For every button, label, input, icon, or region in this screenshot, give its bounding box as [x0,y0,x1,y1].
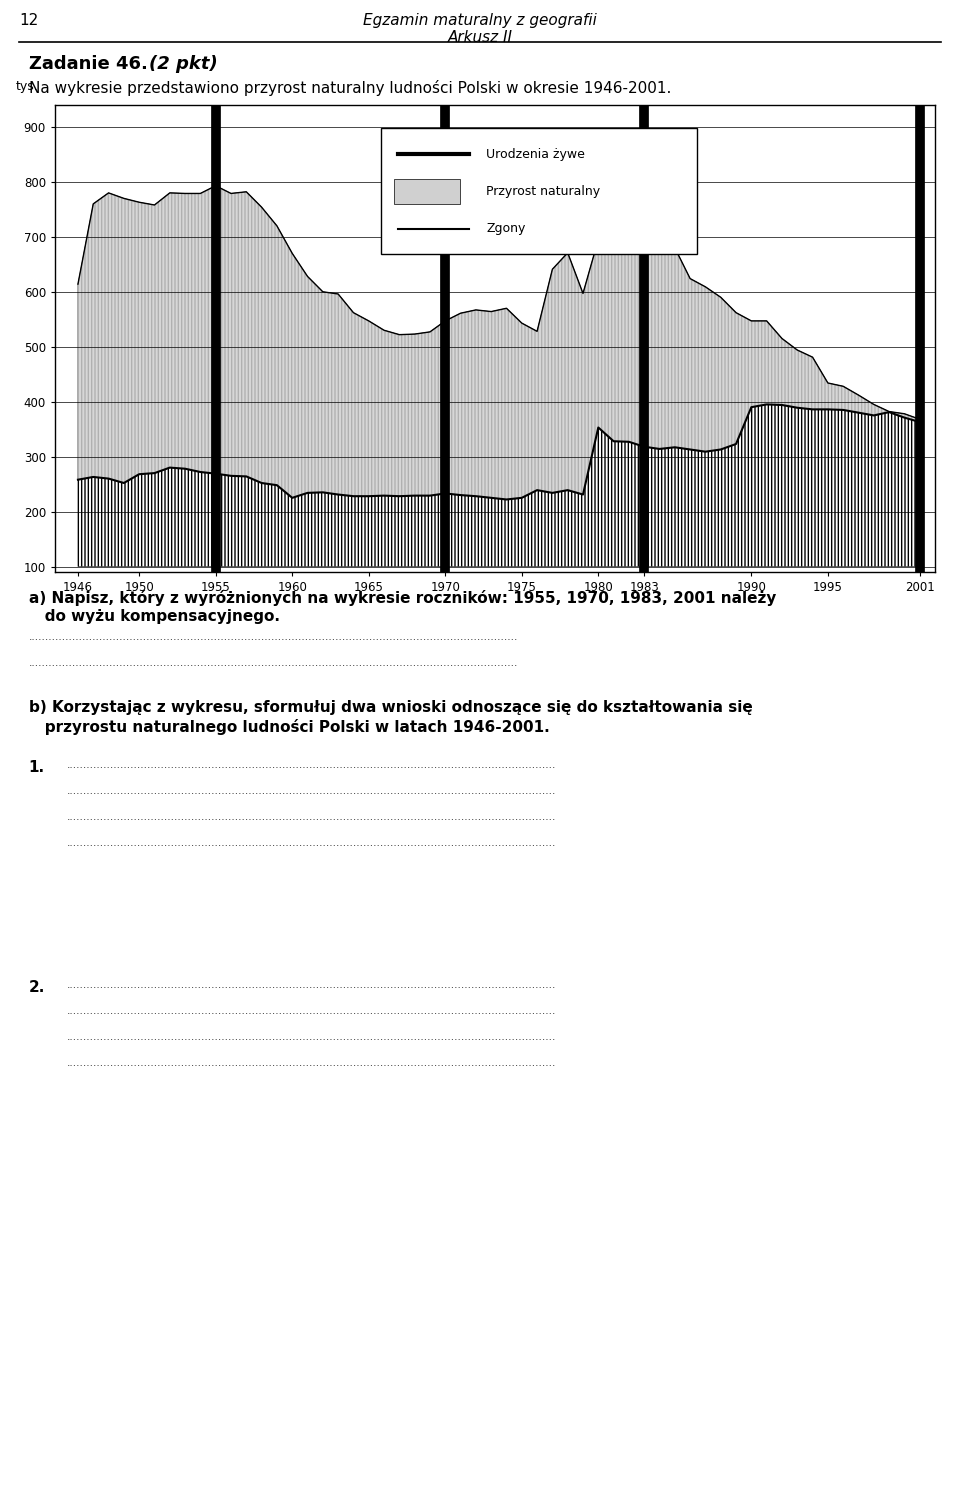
Text: ................................................................................: ........................................… [67,1031,557,1042]
Text: ................................................................................: ........................................… [67,812,557,821]
Text: 1.: 1. [29,760,45,775]
Bar [394,178,460,204]
Text: ................................................................................: ........................................… [29,658,518,667]
Text: ................................................................................: ........................................… [67,1006,557,1016]
Text: (2 pkt): (2 pkt) [149,54,218,72]
FancyBboxPatch shape [380,128,697,255]
Text: przyrostu naturalnego ludności Polski w latach 1946-2001.: przyrostu naturalnego ludności Polski w … [29,719,549,735]
Text: Egzamin maturalny z geografii: Egzamin maturalny z geografii [363,14,597,29]
Text: Przyrost naturalny: Przyrost naturalny [486,184,600,198]
Text: Zadanie 46.: Zadanie 46. [29,54,154,72]
Text: b) Korzystając z wykresu, sformułuj dwa wnioski odnoszące się do kształtowania s: b) Korzystając z wykresu, sformułuj dwa … [29,701,753,716]
Text: do wyżu kompensacyjnego.: do wyżu kompensacyjnego. [29,609,279,624]
Text: ................................................................................: ........................................… [67,980,557,991]
Text: ................................................................................: ........................................… [67,787,557,796]
Text: Na wykresie przedstawiono przyrost naturalny ludności Polski w okresie 1946-2001: Na wykresie przedstawiono przyrost natur… [29,80,671,97]
Text: tys.: tys. [15,80,38,94]
Text: ................................................................................: ........................................… [67,760,557,770]
Text: a) Napisz, który z wyróżnionych na wykresie roczników: 1955, 1970, 1983, 2001 na: a) Napisz, który z wyróżnionych na wykre… [29,590,777,606]
Text: ................................................................................: ........................................… [67,1059,557,1068]
Text: 12: 12 [19,14,38,29]
Text: ................................................................................: ........................................… [67,838,557,849]
Text: ................................................................................: ........................................… [29,633,518,642]
Text: 2.: 2. [29,980,45,995]
Text: Urodzenia żywe: Urodzenia żywe [486,148,585,160]
Text: Arkusz II: Arkusz II [447,30,513,45]
Text: Zgony: Zgony [486,222,525,236]
